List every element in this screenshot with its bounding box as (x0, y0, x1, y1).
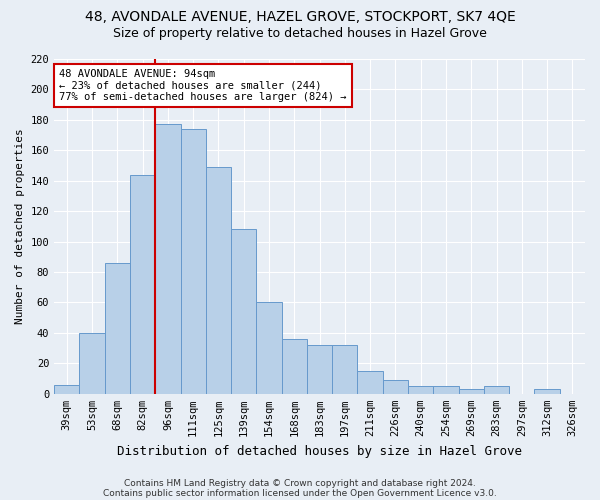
Bar (130, 174, 155, 394)
X-axis label: Distribution of detached houses by size in Hazel Grove: Distribution of detached houses by size … (117, 444, 522, 458)
Bar (181, 129, 206, 394)
Text: Size of property relative to detached houses in Hazel Grove: Size of property relative to detached ho… (113, 28, 487, 40)
Bar (206, 167, 231, 394)
Text: 48, AVONDALE AVENUE, HAZEL GROVE, STOCKPORT, SK7 4QE: 48, AVONDALE AVENUE, HAZEL GROVE, STOCKP… (85, 10, 515, 24)
Bar (79, 333, 105, 394)
Bar (307, 345, 332, 394)
Bar (332, 345, 358, 394)
Bar (484, 386, 509, 394)
Text: Contains public sector information licensed under the Open Government Licence v3: Contains public sector information licen… (103, 488, 497, 498)
Bar (358, 371, 383, 394)
Bar (535, 389, 560, 394)
Bar (281, 339, 307, 394)
Y-axis label: Number of detached properties: Number of detached properties (15, 128, 25, 324)
Bar (54, 384, 79, 394)
Bar (433, 386, 458, 394)
Bar (155, 124, 181, 394)
Bar (105, 263, 130, 394)
Bar (408, 386, 433, 394)
Bar (231, 230, 256, 394)
Text: Contains HM Land Registry data © Crown copyright and database right 2024.: Contains HM Land Registry data © Crown c… (124, 478, 476, 488)
Bar (458, 389, 484, 394)
Bar (256, 302, 281, 394)
Bar (383, 380, 408, 394)
Text: 48 AVONDALE AVENUE: 94sqm
← 23% of detached houses are smaller (244)
77% of semi: 48 AVONDALE AVENUE: 94sqm ← 23% of detac… (59, 69, 347, 102)
